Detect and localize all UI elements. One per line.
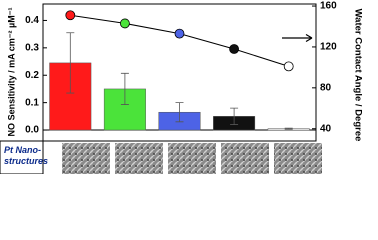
error-bar (175, 102, 184, 123)
line (70, 14, 289, 67)
annotation-box (0, 140, 44, 174)
y2-tick-label: 160 (320, 1, 337, 12)
y2-tick-label: 120 (320, 42, 337, 53)
chart: Pt Nano-structures NO Sensitivity / mA c… (0, 1, 363, 174)
marker (120, 18, 130, 29)
error-bar (120, 72, 129, 105)
marker (174, 28, 185, 39)
error-bar (230, 107, 239, 125)
arrow-right (282, 33, 313, 43)
y2-tick-label: 40 (320, 123, 332, 134)
image (274, 143, 322, 174)
y2-axis-title: Water Contact Angle / Degree (352, 9, 363, 142)
marker (229, 44, 240, 54)
y-tick-label: 0.3 (25, 42, 39, 53)
y-tick-label: 0.1 (25, 97, 39, 108)
y2-tick-label: 80 (320, 82, 332, 93)
y-axis-title: NO Sensitivity / mA cm⁻² µM⁻¹ (6, 8, 16, 137)
bar (49, 62, 92, 131)
annotation: Pt Nano-structures (4, 145, 48, 166)
error-bar (284, 127, 293, 130)
error-bar (66, 32, 75, 94)
y-tick-label: 0.2 (25, 70, 39, 81)
marker (65, 10, 76, 21)
plot-frame (42, 3, 317, 142)
y-tick-label: 0.0 (25, 125, 39, 136)
image (115, 143, 163, 174)
image-strip (0, 140, 322, 174)
image (168, 143, 216, 174)
image (62, 143, 110, 174)
image (221, 143, 269, 174)
marker (283, 61, 294, 72)
y-tick-label: 0.4 (25, 15, 39, 26)
